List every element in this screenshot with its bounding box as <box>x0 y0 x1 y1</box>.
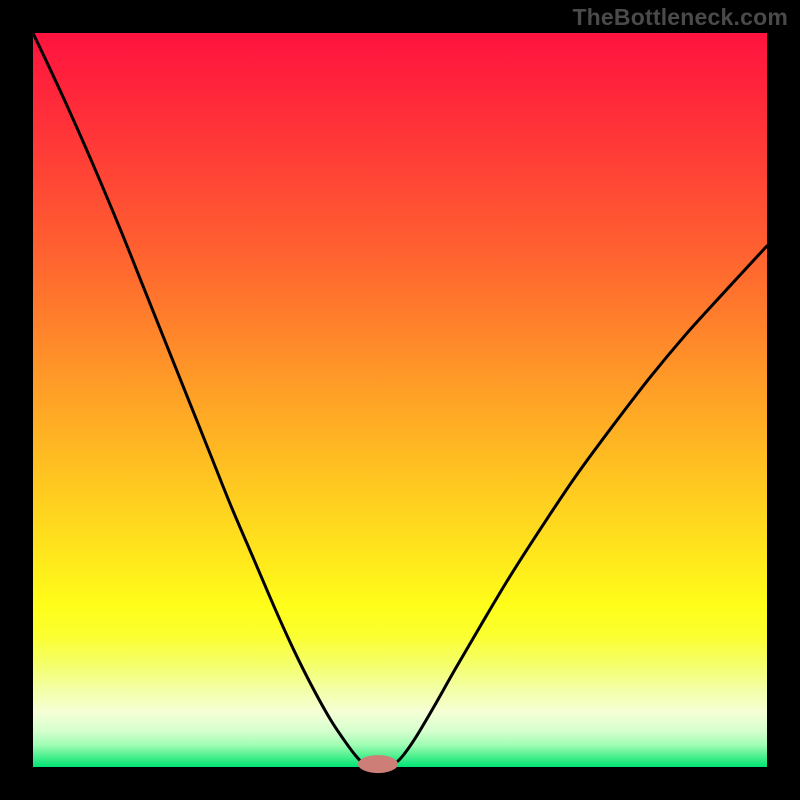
bottleneck-chart: TheBottleneck.com <box>0 0 800 800</box>
plot-area <box>33 33 767 767</box>
chart-svg <box>0 0 800 800</box>
watermark-text: TheBottleneck.com <box>572 4 788 31</box>
optimal-point-marker <box>358 755 398 773</box>
